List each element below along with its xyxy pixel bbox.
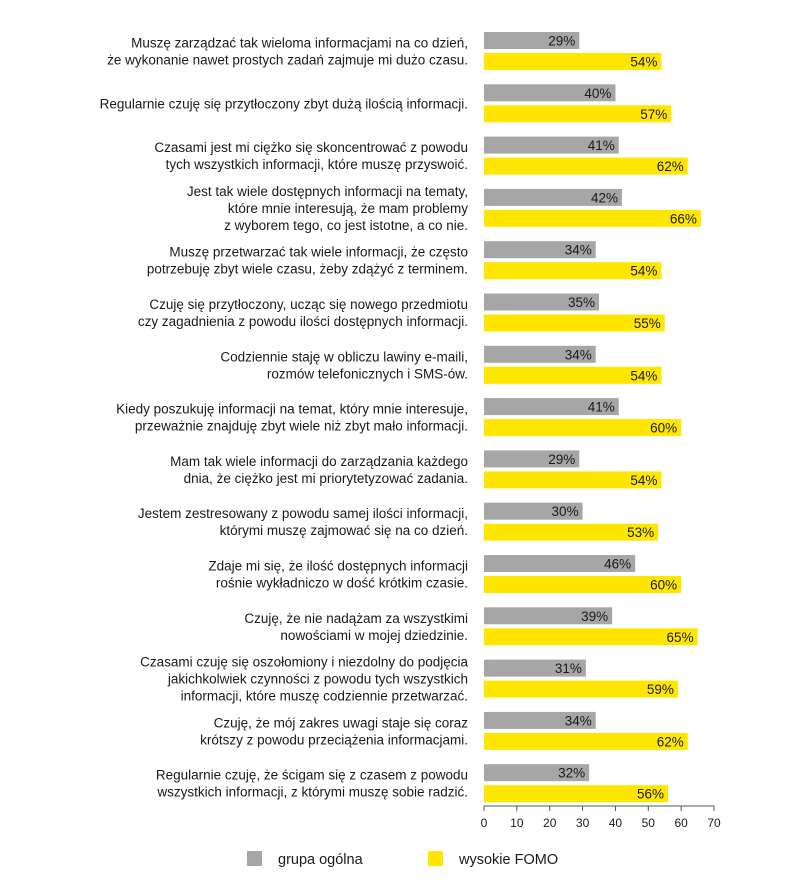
bar-grupa-ogolna bbox=[484, 398, 619, 416]
category-label: Zdaje mi się, że ilość dostępnych inform… bbox=[208, 559, 468, 591]
value-label: 34% bbox=[565, 243, 592, 258]
bar-wysokie-fomo bbox=[484, 53, 662, 70]
value-label: 39% bbox=[581, 609, 608, 624]
category-label: Muszę zarządzać tak wieloma informacjami… bbox=[107, 36, 468, 68]
value-label: 54% bbox=[630, 55, 657, 70]
x-axis: 0 10 20 30 40 50 60 70 bbox=[481, 805, 721, 830]
value-label: 54% bbox=[630, 473, 657, 488]
value-label: 62% bbox=[657, 734, 684, 749]
bar-wysokie-fomo bbox=[484, 628, 698, 646]
value-label: 54% bbox=[630, 264, 657, 279]
category-label: Jest tak wiele dostępnych informacji na … bbox=[187, 184, 468, 233]
x-tick-label: 0 bbox=[481, 816, 488, 830]
value-label: 30% bbox=[552, 504, 579, 519]
bar-grupa-ogolna bbox=[484, 293, 600, 311]
category-label: Muszę przetwarzać tak wiele informacji, … bbox=[147, 245, 468, 277]
value-label: 35% bbox=[568, 295, 595, 310]
value-label: 34% bbox=[565, 713, 592, 728]
bar-grupa-ogolna bbox=[484, 32, 580, 49]
x-tick-label: 60 bbox=[674, 816, 688, 830]
bar-wysokie-fomo bbox=[484, 157, 688, 175]
value-label: 32% bbox=[558, 766, 585, 781]
bar-wysokie-fomo bbox=[484, 419, 682, 437]
bar-wysokie-fomo bbox=[484, 262, 662, 280]
bar-grupa-ogolna bbox=[484, 711, 596, 729]
value-label: 53% bbox=[627, 525, 654, 540]
value-label: 54% bbox=[630, 368, 657, 383]
value-label: 59% bbox=[647, 682, 674, 697]
legend-swatch bbox=[428, 851, 443, 866]
bar-wysokie-fomo bbox=[484, 105, 672, 123]
category-label: Regularnie czuję się przytłoczony zbyt d… bbox=[100, 96, 468, 111]
category-label: Czuję, że nie nadążam za wszystkimi nowoś… bbox=[244, 611, 468, 643]
value-label: 57% bbox=[640, 107, 667, 122]
bar-grupa-ogolna bbox=[484, 84, 616, 102]
bar-wysokie-fomo bbox=[484, 523, 659, 541]
x-tick-label: 20 bbox=[543, 816, 557, 830]
category-label: Jestem zestresowany z powodu samej ilośc… bbox=[138, 506, 468, 538]
bar-grupa-ogolna bbox=[484, 555, 636, 572]
category-label: Czasami czuję się oszołomiony i niezdoln… bbox=[140, 655, 468, 704]
category-labels: Muszę zarządzać tak wieloma informacjami… bbox=[100, 36, 469, 800]
value-label: 40% bbox=[584, 86, 611, 101]
bar-grupa-ogolna bbox=[484, 136, 619, 154]
x-tick-label: 40 bbox=[609, 816, 623, 830]
category-label: Czuję, że mój zakres uwagi staje się cor… bbox=[200, 715, 468, 747]
bar-wysokie-fomo bbox=[484, 680, 678, 698]
bar-wysokie-fomo bbox=[484, 785, 669, 803]
value-label: 31% bbox=[555, 661, 582, 676]
bar-wysokie-fomo bbox=[484, 209, 701, 227]
bar-wysokie-fomo bbox=[484, 576, 682, 593]
value-label: 62% bbox=[657, 159, 684, 174]
bar-wysokie-fomo bbox=[484, 732, 688, 750]
value-label: 56% bbox=[637, 787, 664, 802]
bar-wysokie-fomo bbox=[484, 366, 662, 384]
x-tick-label: 70 bbox=[707, 816, 721, 830]
legend-label: grupa ogólna bbox=[278, 852, 364, 868]
value-label: 60% bbox=[650, 578, 677, 593]
category-label: Czuję się przytłoczony, ucząc się nowego… bbox=[138, 297, 468, 329]
value-label: 66% bbox=[670, 211, 697, 226]
value-label: 34% bbox=[565, 347, 592, 362]
value-label: 41% bbox=[588, 138, 615, 153]
value-label: 65% bbox=[667, 630, 694, 645]
bar-grupa-ogolna bbox=[484, 450, 580, 468]
value-label: 42% bbox=[591, 190, 618, 205]
value-label: 55% bbox=[634, 316, 661, 331]
category-label: Czasami jest mi ciężko się skoncentrować… bbox=[154, 140, 468, 172]
legend-label: wysokie FOMO bbox=[458, 852, 558, 868]
x-tick-label: 10 bbox=[510, 816, 524, 830]
category-label: Regularnie czuję, że ścigam się z czasem… bbox=[156, 768, 468, 800]
legend-swatch bbox=[247, 851, 262, 866]
bar-grupa-ogolna bbox=[484, 607, 613, 625]
value-label: 29% bbox=[548, 452, 575, 467]
x-tick-label: 30 bbox=[576, 816, 590, 830]
legend: grupa ogólna wysokie FOMO bbox=[247, 851, 558, 868]
x-tick-label: 50 bbox=[642, 816, 656, 830]
value-label: 41% bbox=[588, 400, 615, 415]
bar-grupa-ogolna bbox=[484, 502, 583, 520]
category-label: Kiedy poszukuję informacji na temat, któ… bbox=[116, 402, 468, 434]
value-label: 46% bbox=[604, 557, 631, 572]
bar-grupa-ogolna bbox=[484, 345, 596, 363]
bar-grupa-ogolna bbox=[484, 188, 623, 206]
bar-grupa-ogolna bbox=[484, 764, 590, 782]
category-label: Mam tak wiele informacji do zarządzania … bbox=[170, 454, 468, 486]
bar-wysokie-fomo bbox=[484, 314, 665, 332]
value-label: 60% bbox=[650, 421, 677, 436]
bar-grupa-ogolna bbox=[484, 241, 596, 259]
category-label: Codziennie staję w obliczu lawiny e-mail… bbox=[220, 349, 468, 381]
bar-grupa-ogolna bbox=[484, 659, 586, 677]
bars: 29% 54% 40% 57% 41% 62% 42% 66% 34% 54% 35% 55% 34% 5… bbox=[484, 32, 701, 803]
bar-wysokie-fomo bbox=[484, 471, 662, 489]
value-label: 29% bbox=[548, 34, 575, 49]
